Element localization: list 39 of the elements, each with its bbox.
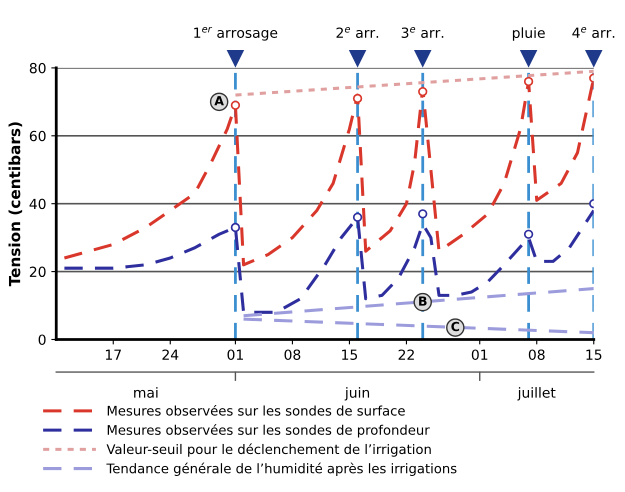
annotation: B bbox=[419, 296, 427, 306]
text: juillet bbox=[517, 387, 556, 401]
point bbox=[524, 230, 534, 239]
point bbox=[230, 100, 240, 110]
point bbox=[352, 94, 362, 104]
line-series bbox=[62, 208, 594, 314]
legend-label: Mesures observées sur les sondes de surface bbox=[108, 404, 405, 416]
legend-label: Valeur-seuil pour le déclenchement de l’irrigation bbox=[106, 443, 431, 457]
point bbox=[524, 76, 534, 86]
text: mai bbox=[134, 387, 158, 398]
ref-line-label: 3$^{e}$ arr. bbox=[402, 27, 444, 38]
point bbox=[418, 87, 428, 96]
y-tick-label: 20 bbox=[30, 266, 46, 278]
annotation: A bbox=[214, 96, 224, 106]
y-tick-label: 60 bbox=[30, 130, 46, 142]
ref-line-label: 2$^{e}$ arr. bbox=[336, 27, 378, 38]
legend-label: Tendance générale de l’humidité après les irrigations bbox=[106, 462, 456, 476]
x-tick-label: 15 bbox=[586, 350, 602, 360]
x-tick-label: 24 bbox=[162, 349, 178, 360]
y-tick-label: 80 bbox=[30, 62, 46, 74]
x-tick-label: 01 bbox=[227, 349, 243, 360]
x-tick-label: 15 bbox=[342, 350, 358, 360]
x-tick-label: 08 bbox=[528, 349, 545, 360]
point bbox=[230, 222, 240, 232]
ref-line-label: pluie bbox=[512, 27, 545, 41]
x-tick-label: 08 bbox=[284, 349, 300, 360]
legend-label: Mesures observées sur les sondes de profondeur bbox=[108, 424, 430, 438]
text: juin bbox=[344, 387, 370, 401]
annotation: C bbox=[451, 322, 460, 332]
y-tick-label: 0 bbox=[38, 334, 46, 345]
y-axis-title: Tension (centibars) bbox=[8, 122, 22, 286]
point bbox=[418, 209, 428, 219]
ref-line-label: 4$^{e}$ arr. bbox=[572, 27, 614, 38]
x-tick-label: 01 bbox=[472, 349, 488, 360]
y-tick-label: 40 bbox=[30, 198, 46, 210]
x-tick-label: 22 bbox=[398, 349, 414, 360]
x-tick-label: 17 bbox=[106, 350, 121, 360]
ref-line-label: 1$^{er}$ arrosage bbox=[194, 26, 278, 41]
point bbox=[352, 212, 362, 222]
